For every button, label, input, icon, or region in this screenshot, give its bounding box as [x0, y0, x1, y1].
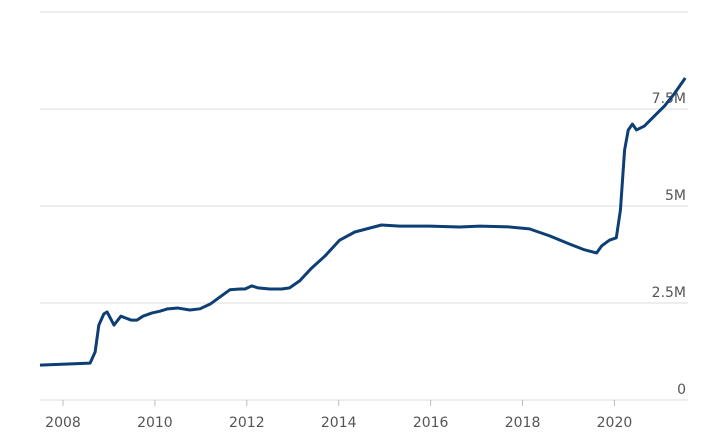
- x-tick-label: 2016: [413, 415, 449, 431]
- line-series: [39, 77, 687, 367]
- y-tick-label: 0: [677, 382, 686, 398]
- x-tick-label: 2018: [505, 415, 541, 431]
- y-tick-label: 2.5M: [652, 285, 686, 301]
- x-tick-label: 2010: [137, 415, 173, 431]
- x-tick-label: 2008: [45, 415, 81, 431]
- x-tick-label: 2020: [597, 415, 633, 431]
- y-tick-label: 5M: [665, 188, 686, 204]
- x-tick-label: 2014: [321, 415, 357, 431]
- x-tick-label: 2012: [229, 415, 265, 431]
